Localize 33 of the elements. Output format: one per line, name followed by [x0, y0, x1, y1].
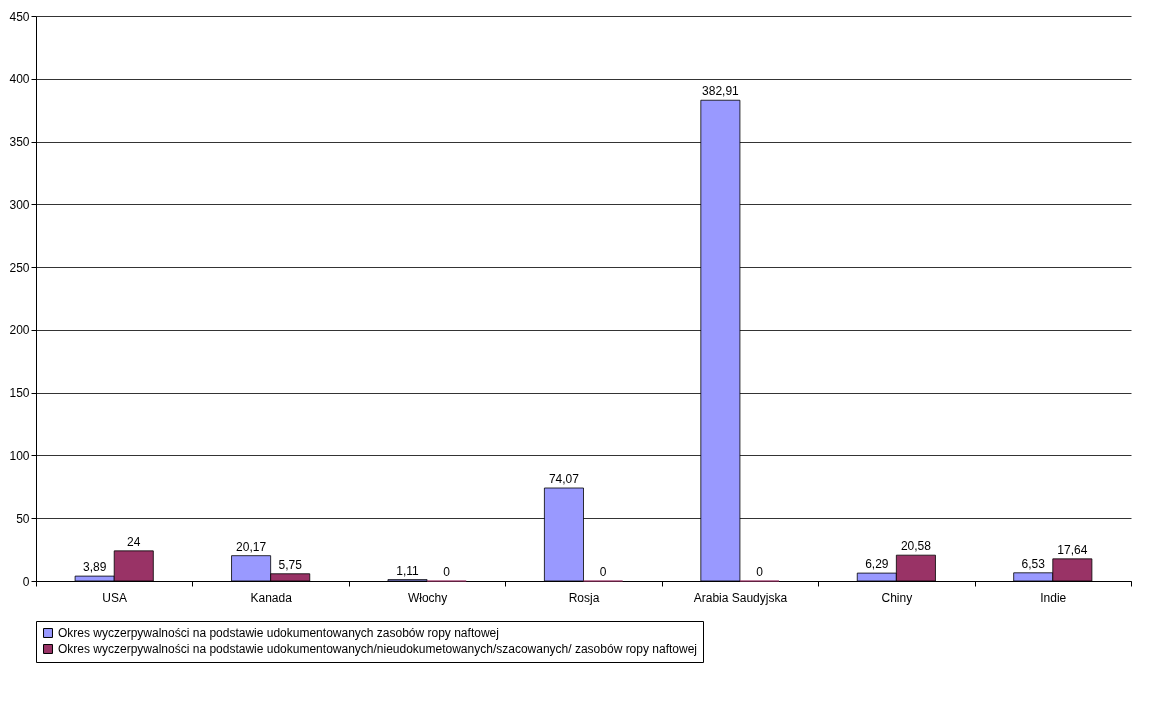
- legend-label: Okres wyczerpywalności na podstawie udokumentowanych/nieudokumetowanych/szacowanych/ zasobów ropy naftowej: [58, 642, 697, 656]
- data-label: 3,89: [82, 560, 107, 575]
- data-label: 0: [599, 565, 607, 579]
- y-tick-label: 250: [9, 260, 30, 275]
- data-label: 6,53: [1021, 556, 1046, 571]
- y-tick-label: 100: [9, 448, 30, 463]
- x-tick-label: Kanada: [250, 590, 293, 605]
- x-tick-label: Włochy: [407, 590, 448, 605]
- y-tick-label: 400: [9, 72, 30, 87]
- y-tick-label: 150: [9, 386, 30, 401]
- data-label: 0: [443, 565, 451, 579]
- data-label: 17,64: [1057, 542, 1088, 557]
- data-label: 1,11: [396, 563, 420, 578]
- data-label: 74,07: [548, 472, 580, 486]
- data-label: 0: [756, 565, 764, 579]
- x-tick-label: USA: [102, 590, 128, 605]
- y-tick-label: 50: [16, 511, 30, 526]
- data-label: 382,91: [702, 84, 740, 99]
- data-label: 6,29: [865, 557, 889, 572]
- y-tick-label: 300: [9, 197, 30, 212]
- data-label: 20,58: [900, 539, 932, 554]
- x-tick-label: Chiny: [881, 590, 913, 605]
- y-tick-label: 350: [9, 135, 30, 150]
- data-label: 5,75: [278, 557, 303, 572]
- y-tick-label: 200: [9, 323, 30, 338]
- y-tick-label: 450: [9, 9, 30, 24]
- y-tick-label: 0: [22, 574, 30, 589]
- data-label: 20,17: [236, 539, 267, 554]
- x-tick-label: Arabia Saudyjska: [693, 590, 788, 605]
- data-label: 24: [127, 534, 141, 549]
- x-tick-label: Indie: [1040, 590, 1067, 605]
- legend-label: Okres wyczerpywalności na podstawie udokumentowanych zasobów ropy naftowej: [58, 626, 499, 640]
- x-tick-label: Rosja: [568, 590, 600, 605]
